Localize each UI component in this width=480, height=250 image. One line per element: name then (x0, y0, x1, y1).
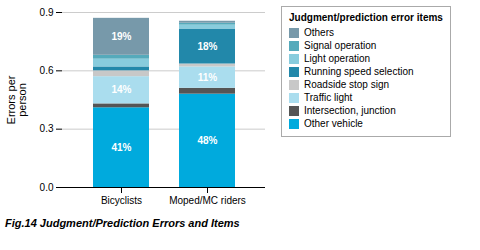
svg-text:18%: 18% (197, 41, 217, 52)
html-text:Traffic light: Traffic light (304, 92, 353, 103)
svg-text:0.9: 0.9 (40, 7, 54, 18)
svg-text:Bicyclists: Bicyclists (101, 195, 142, 206)
html-text:Intersection, junction: Intersection, junction (304, 105, 396, 116)
svg-text:0.6: 0.6 (40, 65, 54, 76)
html-text:Others: Others (304, 27, 334, 38)
html-text:Other vehicle: Other vehicle (304, 118, 363, 129)
svg-text:0.0: 0.0 (40, 182, 54, 193)
html-text:Fig.14 Judgment/Prediction Err: Fig.14 Judgment/Prediction Errors and It… (5, 217, 240, 229)
svg-text:41%: 41% (111, 142, 131, 153)
svg-text:48%: 48% (197, 135, 217, 146)
html-text:Light operation: Light operation (304, 53, 371, 64)
svg-text:Moped/MC riders: Moped/MC riders (169, 195, 246, 206)
svg-text:19%: 19% (111, 31, 131, 42)
html-text:Roadside stop sign: Roadside stop sign (304, 79, 390, 90)
svg-text:14%: 14% (111, 84, 131, 95)
svg-text:11%: 11% (198, 72, 218, 83)
html-text:Signal operation: Signal operation (304, 40, 377, 51)
svg-text:Errors perperson: Errors perperson (5, 75, 28, 124)
html-text:Running speed selection: Running speed selection (304, 66, 414, 77)
html-text:Judgment/prediction error item: Judgment/prediction error items (289, 12, 443, 23)
svg-text:0.3: 0.3 (40, 123, 54, 134)
